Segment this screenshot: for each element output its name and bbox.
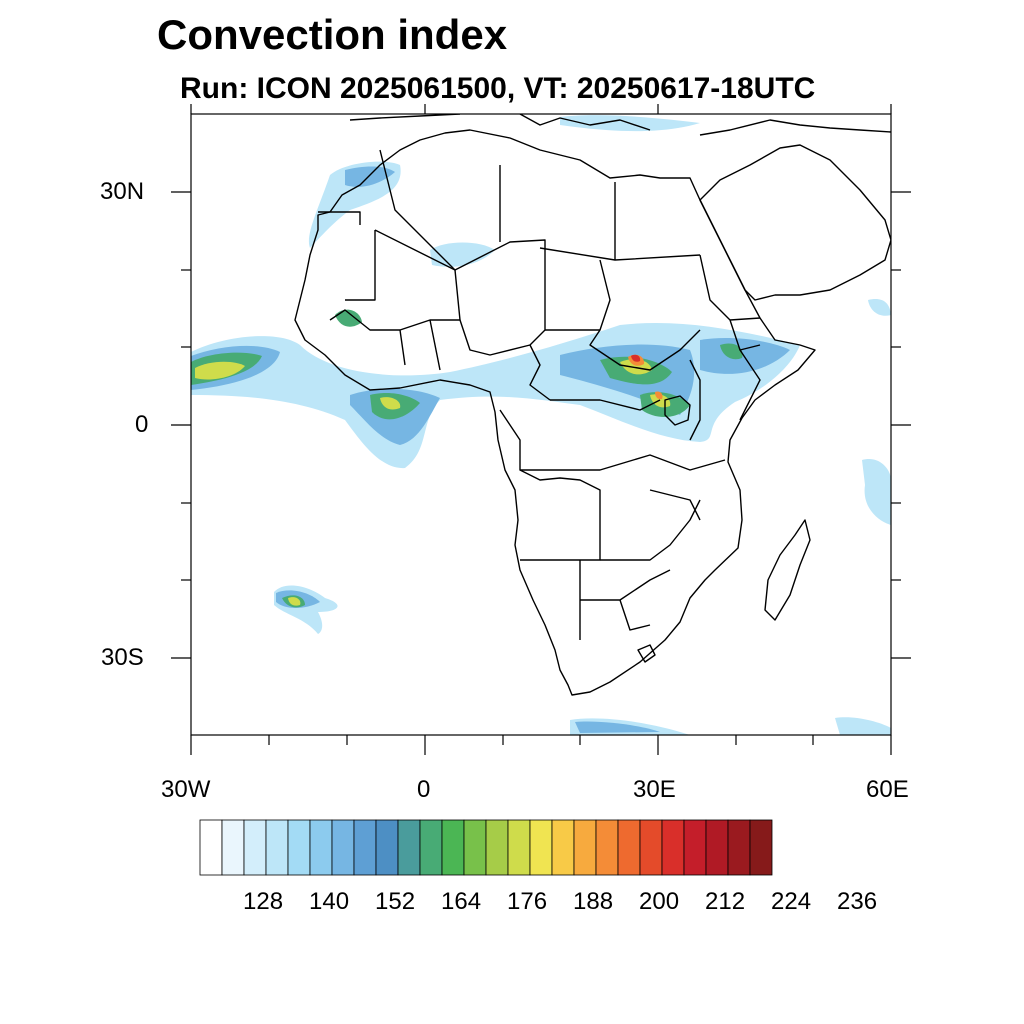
colorbar-label: 212 [705,888,746,915]
colorbar-swatch [639,819,663,876]
colorbar-label: 224 [771,888,812,915]
colorbar-swatch [353,819,377,876]
border-south-1 [519,469,601,561]
lon-label-30w: 30W [161,776,211,803]
border-south-2 [600,489,701,561]
colorbar-swatch [683,819,707,876]
colorbar-swatch [705,819,729,876]
colorbar-swatch [287,819,311,876]
lon-label-60e: 60E [866,776,909,803]
lat-label-30s: 30S [101,644,144,671]
colorbar-swatch [573,819,597,876]
colorbar-swatch [331,819,355,876]
lesotho-outline [637,644,656,663]
border-south-3 [579,560,671,640]
colorbar-swatch [309,819,333,876]
chart-title: Convection index [157,11,508,58]
colorbar-swatch [441,819,465,876]
border-central-4 [499,409,726,471]
colorbar-swatch [463,819,487,876]
colorbar-label: 200 [639,888,680,915]
europe-coast-3 [699,119,891,136]
colorbar-swatch [375,819,399,876]
colorbar-swatch [749,819,773,876]
border-north-2 [499,165,701,261]
lake-victoria-outline [664,395,691,426]
europe-coast-1 [349,114,461,121]
colorbar-label: 164 [441,888,482,915]
colorbar-label: 128 [243,888,284,915]
arabia-outline [699,144,891,301]
border-east-2 [689,344,761,441]
colorbar-label: 176 [507,888,548,915]
lon-label-30e: 30E [633,776,676,803]
africa-coastline-map [294,114,891,696]
colorbar-label: 236 [837,888,878,915]
colorbar-swatch [265,819,289,876]
colorbar-swatch [221,819,245,876]
border-west-3 [399,319,531,371]
colorbar-swatch [661,819,685,876]
lon-label-0: 0 [417,776,431,803]
map-frame [171,104,911,755]
border-west-1 [318,211,456,301]
colorbar-swatch [243,819,267,876]
colorbar-swatch [507,819,531,876]
colorbar-swatch [199,819,223,876]
colorbar-swatch [551,819,575,876]
border-east-1 [699,254,761,421]
europe-coast-2 [519,114,651,131]
colorbar-label: 140 [309,888,350,915]
colorbar-label: 152 [375,888,416,915]
border-north-1 [379,149,546,271]
chart-subtitle: Run: ICON 2025061500, VT: 20250617-18UTC [180,72,816,105]
colorbar-swatch [727,819,751,876]
colorbar-swatch [617,819,641,876]
convection-area-mascarene [862,459,891,525]
colorbar-swatch [397,819,421,876]
border-central-1 [529,270,551,401]
convection-area-east-arabia [868,299,891,316]
lat-label-0: 0 [135,411,149,438]
border-central-2 [589,259,701,371]
madagascar-outline [764,519,811,621]
border-central-3 [545,329,661,411]
colorbar-swatch [419,819,443,876]
convection-area-south-ocean-2 [835,717,891,735]
colorbar [199,819,773,876]
africa-coastline [294,129,816,696]
colorbar-label: 188 [573,888,614,915]
lat-label-30n: 30N [100,178,145,205]
colorbar-swatch [485,819,509,876]
colorbar-swatch [529,819,553,876]
convection-field [191,115,891,735]
convection-area-north-morocco [308,161,401,248]
colorbar-swatch [595,819,619,876]
